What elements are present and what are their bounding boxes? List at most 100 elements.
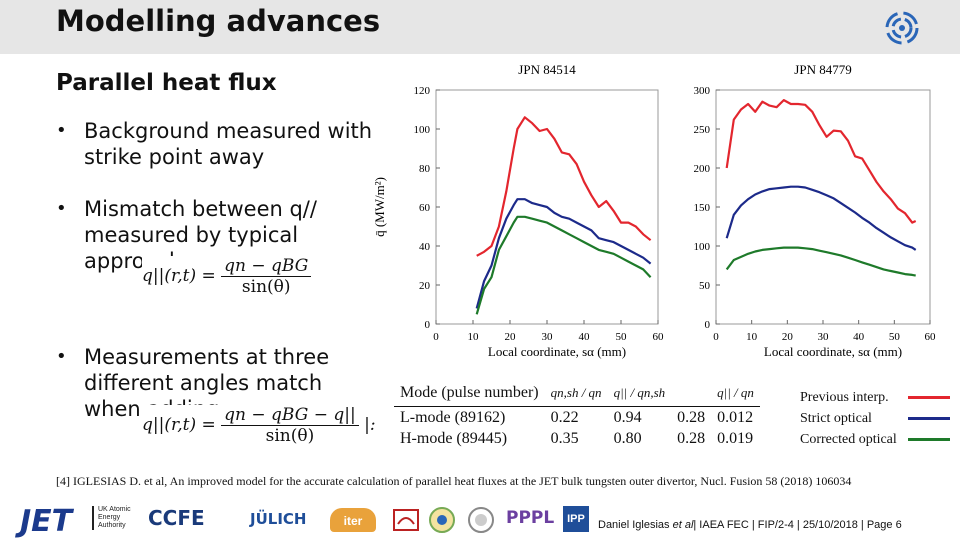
y-tick-label: 50 bbox=[699, 280, 711, 292]
slide-title: Modelling advances bbox=[56, 4, 381, 38]
table-row: H-mode (89445) 0.35 0.80 0.28 0.019 bbox=[394, 428, 760, 449]
series-line bbox=[725, 246, 916, 277]
chart-legend: Previous interp. Strict optical Correcte… bbox=[800, 387, 950, 450]
table-header-mode: Mode (pulse number) bbox=[394, 380, 545, 407]
table-header-blank bbox=[671, 380, 712, 407]
reference-citation: [4] IGLESIAS D. et al, An improved model… bbox=[56, 474, 852, 488]
table-cell: 0.28 bbox=[677, 408, 706, 426]
y-tick-label: 60 bbox=[419, 202, 431, 214]
table-header-row: Mode (pulse number) qn,sh / qn q|| / qn,… bbox=[394, 380, 760, 407]
series-line bbox=[475, 215, 652, 315]
equation-fraction: qn − qBG sin(θ) bbox=[221, 256, 312, 297]
table-cell: 0.012 bbox=[717, 408, 754, 426]
pppl-logo: PPPL bbox=[506, 508, 555, 528]
equation-tail: |: bbox=[364, 415, 376, 435]
x-tick-label: 30 bbox=[818, 331, 830, 343]
section-heading: Parallel heat flux bbox=[56, 70, 277, 96]
x-tick-label: 50 bbox=[889, 331, 901, 343]
institute-logo-icon bbox=[393, 509, 419, 531]
x-tick-label: 10 bbox=[468, 331, 480, 343]
title-bar: Modelling advances bbox=[0, 0, 960, 54]
julich-logo: JÜLICH bbox=[250, 510, 307, 528]
series-line bbox=[725, 185, 917, 251]
legend-swatch bbox=[908, 438, 950, 441]
bullet-text: Mismatch between q// measured by typical… bbox=[84, 197, 317, 273]
footer-logos: JET UK Atomic Energy Authority CCFE JÜLI… bbox=[0, 500, 600, 540]
chart-title: JPN 84514 bbox=[518, 62, 576, 77]
y-axis-label: q̄ (MW/m²) bbox=[372, 177, 387, 237]
footer-credit: Daniel Iglesias et al| IAEA FEC | FIP/2-… bbox=[598, 519, 902, 531]
legend-item: Strict optical bbox=[800, 408, 950, 429]
table-cell: 0.22 bbox=[550, 408, 579, 426]
equation-denominator: sin(θ) bbox=[241, 277, 291, 297]
table-header-ratio-par: q|| / qn bbox=[711, 380, 760, 407]
ipp-logo: IPP bbox=[563, 506, 589, 532]
x-tick-label: 10 bbox=[746, 331, 758, 343]
y-tick-label: 300 bbox=[694, 85, 711, 97]
bullet-marker: • bbox=[56, 346, 67, 367]
x-tick-label: 30 bbox=[542, 331, 554, 343]
legend-label: Previous interp. bbox=[800, 389, 889, 405]
x-tick-label: 20 bbox=[782, 331, 794, 343]
equation-lhs: q||(r,t) = bbox=[142, 266, 216, 286]
legend-item: Previous interp. bbox=[800, 387, 950, 408]
y-tick-label: 20 bbox=[419, 280, 431, 292]
legend-swatch bbox=[908, 417, 950, 420]
x-tick-label: 60 bbox=[925, 331, 937, 343]
table-cell: L-mode (89162) bbox=[400, 408, 506, 426]
x-axis-label: Local coordinate, sα (mm) bbox=[764, 344, 902, 359]
legend-item: Corrected optical bbox=[800, 429, 950, 450]
bullet-text: Background measured with strike point aw… bbox=[84, 119, 373, 169]
seal-logo-icon bbox=[468, 507, 494, 533]
emblem-logo-icon bbox=[429, 507, 455, 533]
iter-logo: iter bbox=[330, 508, 376, 532]
x-tick-label: 60 bbox=[653, 331, 665, 343]
x-tick-label: 40 bbox=[579, 331, 591, 343]
chart-jpn-84514: JPN 84514 0 20 40 60 80 100 120 0 10 20 30 40 50 60 Loc… bbox=[372, 62, 665, 359]
x-axis-label: Local coordinate, sα (mm) bbox=[488, 344, 626, 359]
y-tick-label: 0 bbox=[425, 319, 431, 331]
credit-etal: et al bbox=[672, 519, 694, 531]
equation-denominator: sin(θ) bbox=[265, 426, 315, 446]
results-table: Mode (pulse number) qn,sh / qn q|| / qn,… bbox=[394, 380, 760, 449]
table-cell: 0.28 bbox=[677, 429, 706, 447]
equation-lhs: q||(r,t) = bbox=[142, 415, 216, 435]
y-tick-label: 200 bbox=[694, 163, 711, 175]
table-cell: 0.35 bbox=[550, 429, 579, 447]
jet-logo: JET bbox=[20, 504, 73, 539]
table-cell: 0.019 bbox=[717, 429, 754, 447]
equation-numerator: qn − qBG bbox=[221, 256, 312, 277]
table-header-ratio-par-sh: q|| / qn,sh bbox=[607, 380, 672, 407]
ccfe-logo: CCFE bbox=[148, 506, 205, 530]
euro-fusion-logo-icon bbox=[885, 11, 919, 45]
y-tick-label: 0 bbox=[705, 319, 711, 331]
equation-corrected: q||(r,t) = qn − qBG − q|| sin(θ) |: bbox=[142, 405, 376, 446]
equation-typical: q||(r,t) = qn − qBG sin(θ) bbox=[142, 256, 312, 297]
x-tick-label: 20 bbox=[505, 331, 517, 343]
series-line bbox=[725, 98, 917, 224]
chart-jpn-84779: JPN 84779 0 50 100 150 200 250 300 0 10 20 30 40 50 60… bbox=[694, 62, 937, 359]
y-tick-label: 100 bbox=[414, 124, 431, 136]
x-tick-label: 0 bbox=[713, 331, 719, 343]
table-cell: 0.80 bbox=[613, 429, 642, 447]
ukaea-logo: UK Atomic Energy Authority bbox=[92, 506, 144, 530]
table-header-ratio-sh: qn,sh / qn bbox=[544, 380, 608, 407]
bullet-marker: • bbox=[56, 120, 67, 141]
y-tick-label: 120 bbox=[414, 85, 431, 97]
chart-title: JPN 84779 bbox=[794, 62, 851, 77]
credit-author: Daniel Iglesias bbox=[598, 519, 673, 531]
y-tick-label: 150 bbox=[694, 202, 711, 214]
series-line bbox=[475, 198, 652, 309]
credit-event: | IAEA FEC | FIP/2-4 | 25/10/2018 | Page… bbox=[693, 519, 902, 531]
equation-fraction: qn − qBG − q|| sin(θ) bbox=[221, 405, 359, 446]
table-cell: H-mode (89445) bbox=[400, 429, 508, 447]
legend-swatch bbox=[908, 396, 950, 399]
equation-numerator: qn − qBG − q|| bbox=[221, 405, 359, 426]
y-tick-label: 250 bbox=[694, 124, 711, 136]
x-tick-label: 40 bbox=[853, 331, 865, 343]
y-tick-label: 40 bbox=[419, 241, 431, 253]
table-row: L-mode (89162) 0.22 0.94 0.28 0.012 bbox=[394, 407, 760, 429]
legend-label: Corrected optical bbox=[800, 431, 897, 447]
bullet-marker: • bbox=[56, 198, 67, 219]
table-cell: 0.94 bbox=[613, 408, 642, 426]
